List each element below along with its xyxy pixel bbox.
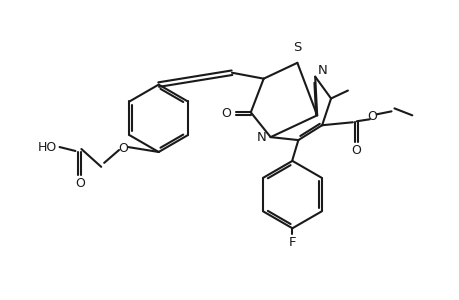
- Text: O: O: [118, 142, 128, 154]
- Text: N: N: [256, 130, 266, 144]
- Text: O: O: [75, 177, 84, 190]
- Text: F: F: [288, 236, 296, 249]
- Text: O: O: [367, 110, 377, 123]
- Text: HO: HO: [38, 140, 57, 154]
- Text: O: O: [221, 107, 230, 120]
- Text: O: O: [351, 143, 360, 157]
- Text: S: S: [292, 41, 301, 54]
- Text: N: N: [317, 64, 326, 77]
